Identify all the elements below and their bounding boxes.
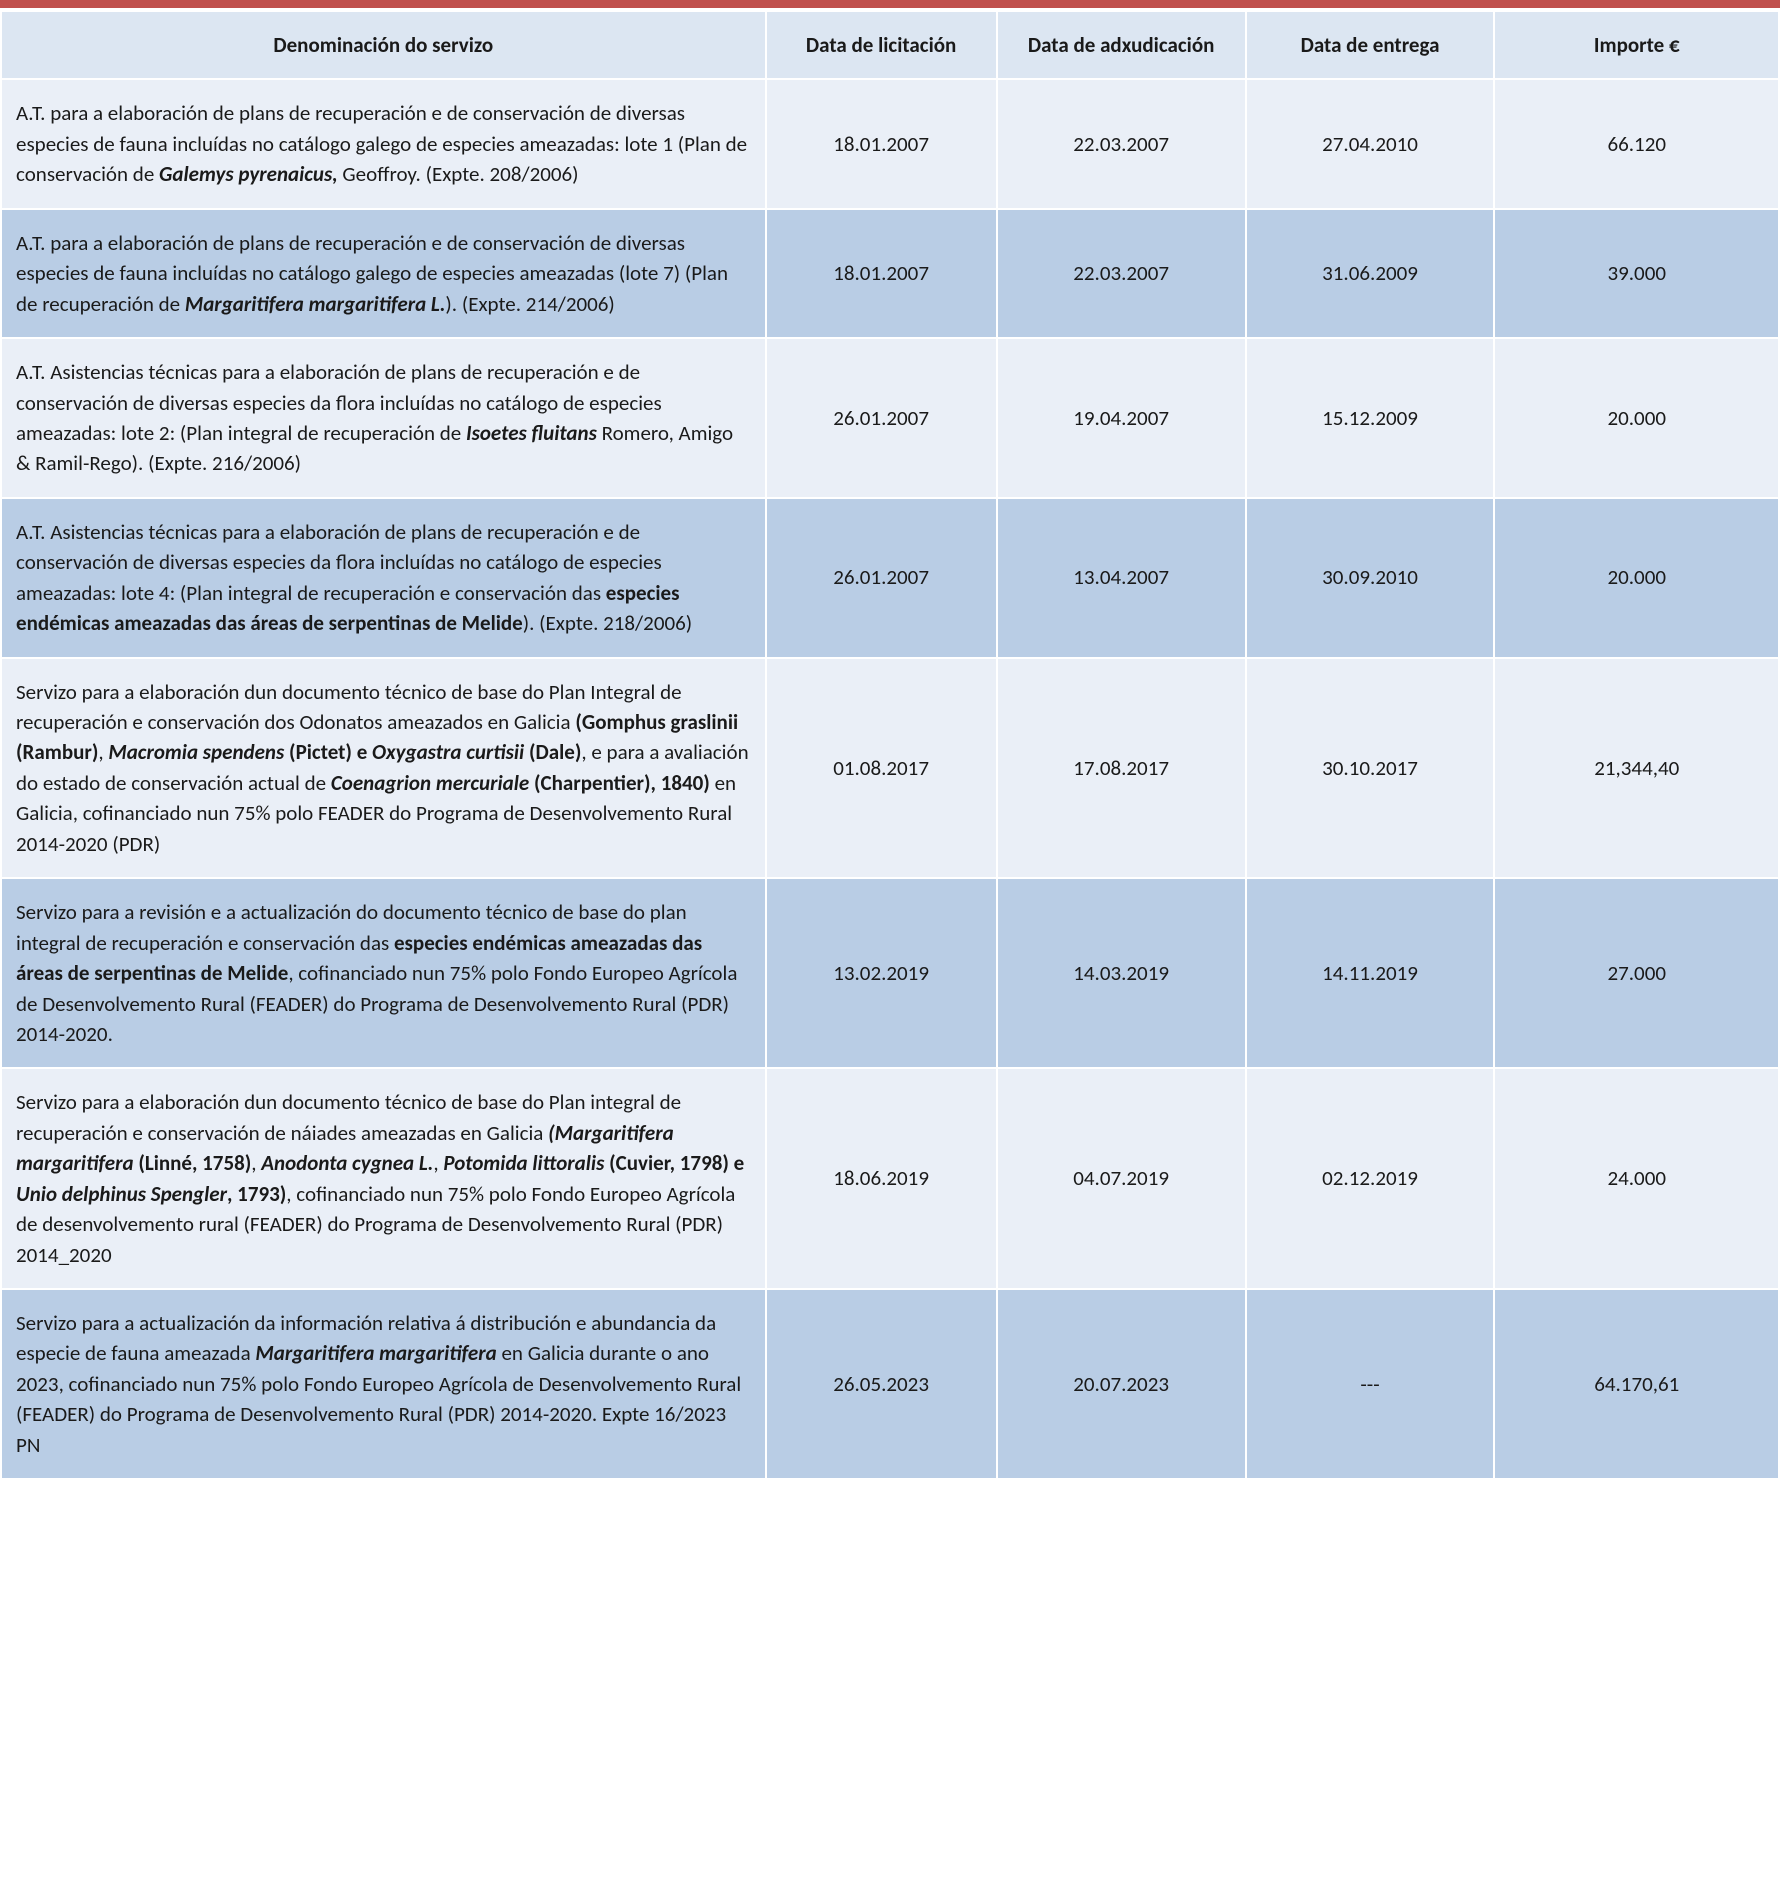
- cell-adxudicacion: 19.04.2007: [997, 338, 1246, 498]
- cell-importe: 24.000: [1494, 1068, 1779, 1289]
- cell-entrega: 02.12.2019: [1246, 1068, 1495, 1289]
- cell-denominacion: Servizo para a revisión e a actualizació…: [1, 878, 766, 1068]
- table-row: Servizo para a elaboración dun documento…: [1, 1068, 1779, 1289]
- cell-adxudicacion: 14.03.2019: [997, 878, 1246, 1068]
- cell-denominacion: Servizo para a elaboración dun documento…: [1, 1068, 766, 1289]
- col-header-adxudicacion: Data de adxudicación: [997, 11, 1246, 79]
- table-row: Servizo para a elaboración dun documento…: [1, 658, 1779, 879]
- page: Denominación do servizo Data de licitaci…: [0, 0, 1780, 1480]
- cell-entrega: 15.12.2009: [1246, 338, 1495, 498]
- cell-adxudicacion: 17.08.2017: [997, 658, 1246, 879]
- cell-entrega: 30.09.2010: [1246, 498, 1495, 658]
- cell-licitacion: 26.01.2007: [766, 338, 997, 498]
- cell-licitacion: 26.05.2023: [766, 1289, 997, 1479]
- cell-licitacion: 26.01.2007: [766, 498, 997, 658]
- cell-licitacion: 13.02.2019: [766, 878, 997, 1068]
- cell-importe: 66.120: [1494, 79, 1779, 208]
- cell-importe: 64.170,61: [1494, 1289, 1779, 1479]
- table-row: A.T. para a elaboración de plans de recu…: [1, 209, 1779, 338]
- table-row: Servizo para a revisión e a actualizació…: [1, 878, 1779, 1068]
- cell-licitacion: 18.01.2007: [766, 79, 997, 208]
- col-header-entrega: Data de entrega: [1246, 11, 1495, 79]
- cell-adxudicacion: 22.03.2007: [997, 79, 1246, 208]
- top-accent-bar: [0, 0, 1780, 8]
- table-body: A.T. para a elaboración de plans de recu…: [1, 79, 1779, 1479]
- cell-adxudicacion: 04.07.2019: [997, 1068, 1246, 1289]
- col-header-importe: Importe €: [1494, 11, 1779, 79]
- cell-licitacion: 01.08.2017: [766, 658, 997, 879]
- cell-entrega: 30.10.2017: [1246, 658, 1495, 879]
- cell-licitacion: 18.06.2019: [766, 1068, 997, 1289]
- cell-denominacion: A.T. para a elaboración de plans de recu…: [1, 209, 766, 338]
- cell-entrega: ---: [1246, 1289, 1495, 1479]
- cell-denominacion: Servizo para a elaboración dun documento…: [1, 658, 766, 879]
- cell-importe: 27.000: [1494, 878, 1779, 1068]
- cell-entrega: 14.11.2019: [1246, 878, 1495, 1068]
- table-row: Servizo para a actualización da informac…: [1, 1289, 1779, 1479]
- cell-denominacion: A.T. Asistencias técnicas para a elabora…: [1, 338, 766, 498]
- cell-importe: 20.000: [1494, 338, 1779, 498]
- header-row: Denominación do servizo Data de licitaci…: [1, 11, 1779, 79]
- cell-importe: 20.000: [1494, 498, 1779, 658]
- cell-adxudicacion: 13.04.2007: [997, 498, 1246, 658]
- cell-importe: 39.000: [1494, 209, 1779, 338]
- services-table: Denominación do servizo Data de licitaci…: [0, 10, 1780, 1480]
- cell-importe: 21,344,40: [1494, 658, 1779, 879]
- table-row: A.T. para a elaboración de plans de recu…: [1, 79, 1779, 208]
- cell-adxudicacion: 22.03.2007: [997, 209, 1246, 338]
- col-header-licitacion: Data de licitación: [766, 11, 997, 79]
- cell-denominacion: A.T. Asistencias técnicas para a elabora…: [1, 498, 766, 658]
- cell-denominacion: Servizo para a actualización da informac…: [1, 1289, 766, 1479]
- cell-adxudicacion: 20.07.2023: [997, 1289, 1246, 1479]
- cell-licitacion: 18.01.2007: [766, 209, 997, 338]
- table-row: A.T. Asistencias técnicas para a elabora…: [1, 338, 1779, 498]
- cell-entrega: 31.06.2009: [1246, 209, 1495, 338]
- col-header-denominacion: Denominación do servizo: [1, 11, 766, 79]
- cell-entrega: 27.04.2010: [1246, 79, 1495, 208]
- cell-denominacion: A.T. para a elaboración de plans de recu…: [1, 79, 766, 208]
- table-row: A.T. Asistencias técnicas para a elabora…: [1, 498, 1779, 658]
